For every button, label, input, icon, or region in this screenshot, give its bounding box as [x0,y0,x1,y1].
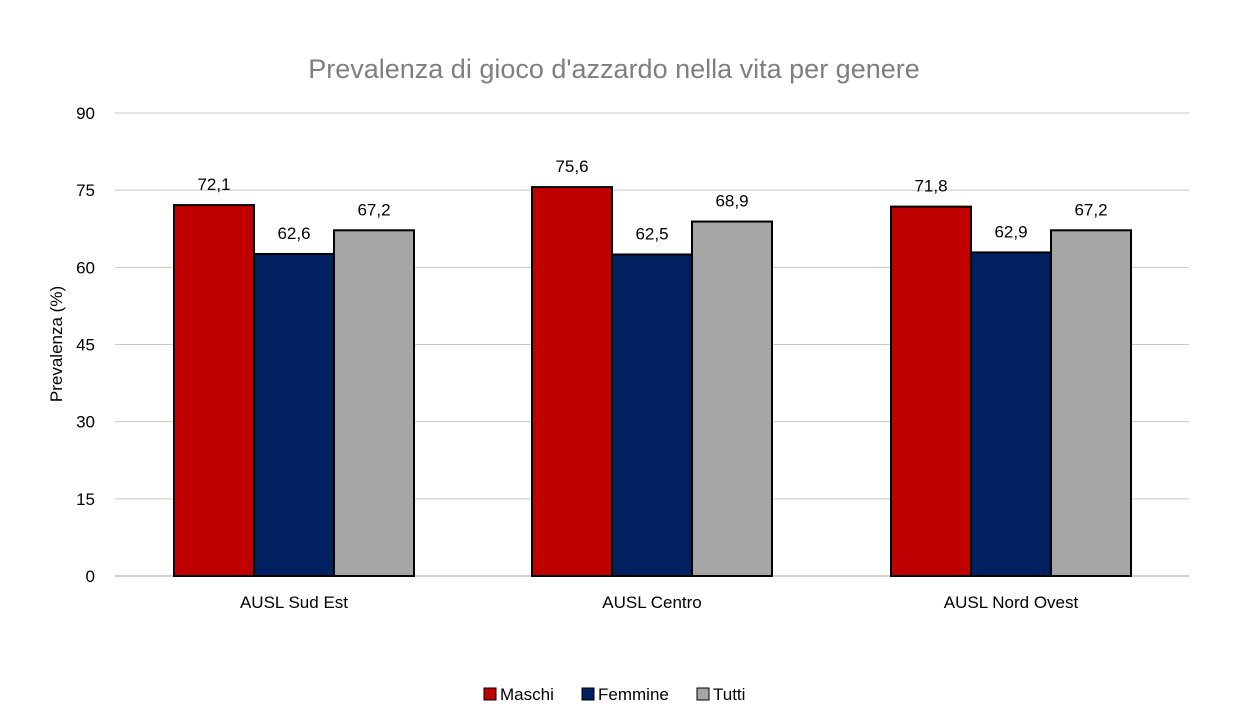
chart-title: Prevalenza di gioco d'azzardo nella vita… [308,54,920,84]
legend-label-femmine: Femmine [598,685,669,704]
y-axis-ticks: 0 15 30 45 60 75 90 [76,104,95,586]
legend-swatch-tutti [696,687,710,701]
bar-maschi-3 [890,205,972,578]
legend: Maschi Femmine Tutti [483,685,745,704]
data-label: 62,9 [994,222,1027,241]
y-tick-label: 90 [76,104,95,123]
legend-swatch-femmine [581,687,595,701]
data-label: 72,1 [197,175,230,194]
y-tick-label: 0 [86,567,95,586]
bar-tutti-3 [1050,229,1132,577]
data-labels: 72,1 62,6 67,2 75,6 62,5 68,9 71,8 62,9 67,2 [197,157,1107,243]
data-label: 62,6 [277,224,310,243]
bar-maschi-2 [531,186,613,578]
y-tick-label: 30 [76,413,95,432]
x-category-label: AUSL Nord Ovest [944,593,1079,612]
y-axis-label: Prevalenza (%) [47,286,66,402]
data-label: 67,2 [1074,200,1107,219]
y-tick-label: 45 [76,336,95,355]
bar-femmine-1 [253,252,335,578]
legend-swatch-maschi [483,687,497,701]
legend-label-tutti: Tutti [713,685,745,704]
data-label: 75,6 [555,157,588,176]
data-label: 67,2 [357,200,390,219]
data-label: 71,8 [914,177,947,196]
x-category-label: AUSL Sud Est [240,593,348,612]
bar-femmine-2 [611,253,693,577]
x-axis-categories: AUSL Sud Est AUSL Centro AUSL Nord Ovest [240,593,1079,612]
bar-femmine-3 [970,251,1052,577]
data-label: 62,5 [635,224,668,243]
bars [173,186,1132,578]
y-tick-label: 75 [76,181,95,200]
bar-tutti-1 [333,229,415,577]
data-label: 68,9 [715,192,748,211]
x-category-label: AUSL Centro [602,593,702,612]
y-tick-label: 60 [76,258,95,277]
bar-tutti-2 [691,220,773,577]
y-tick-label: 15 [76,490,95,509]
legend-label-maschi: Maschi [500,685,554,704]
bar-maschi-1 [173,204,255,578]
